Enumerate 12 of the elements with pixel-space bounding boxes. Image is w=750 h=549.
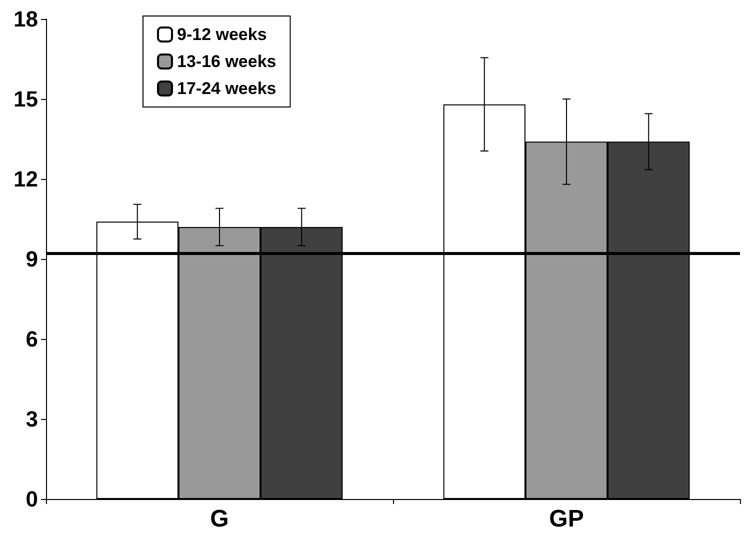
y-tick-label: 3 <box>26 406 38 432</box>
legend-label: 13-16 weeks <box>177 52 276 71</box>
legend-label: 9-12 weeks <box>177 25 267 44</box>
legend-label: 17-24 weeks <box>177 79 276 98</box>
y-tick-label: 18 <box>14 6 38 32</box>
y-tick-label: 0 <box>26 486 38 512</box>
y-tick-label: 12 <box>14 166 38 192</box>
y-tick-label: 15 <box>14 86 38 112</box>
x-tick-label: GP <box>549 506 584 532</box>
x-tick-label: G <box>210 506 229 532</box>
y-tick-label: 9 <box>26 246 38 272</box>
y-tick-label: 6 <box>26 326 38 352</box>
